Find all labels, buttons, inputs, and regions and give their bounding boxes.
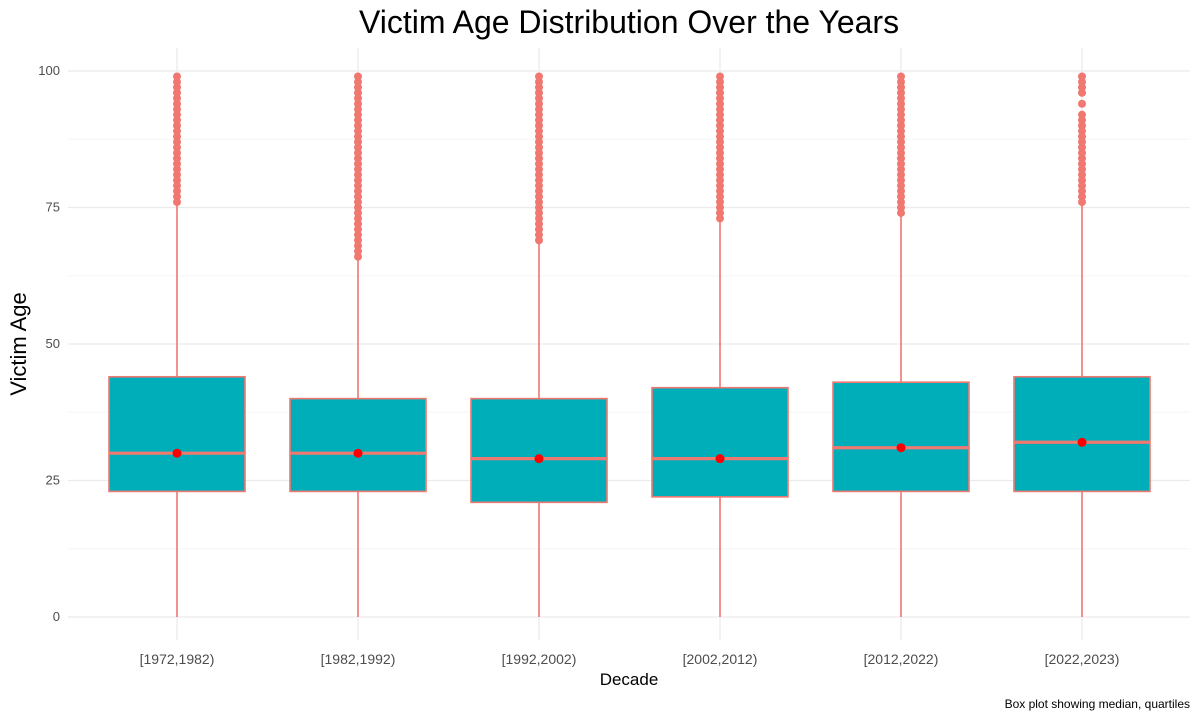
x-tick-label: [2002,2012)	[683, 651, 758, 667]
box-rect	[832, 381, 970, 493]
mean-point	[896, 443, 906, 453]
x-tick-label: [2022,2023)	[1045, 651, 1120, 667]
x-tick-label: [1992,2002)	[502, 651, 577, 667]
box-group	[289, 72, 427, 617]
outlier-point	[173, 72, 181, 81]
outlier-point	[897, 72, 905, 81]
y-tick-label: 25	[46, 473, 60, 488]
mean-point	[715, 454, 725, 464]
outlier-point	[1078, 99, 1086, 108]
box-rect	[470, 397, 608, 504]
grid-lines	[68, 48, 1190, 640]
y-axis-title: Victim Age	[6, 292, 31, 396]
outlier-point	[1078, 110, 1086, 119]
mean-point	[172, 448, 182, 458]
x-tick-label: [1982,1992)	[321, 651, 396, 667]
box-group	[832, 72, 970, 617]
x-axis: [1972,1982) [1982,1992) [1992,2002) [2002,2…	[140, 651, 1120, 667]
box-group	[470, 72, 608, 617]
box-rect	[651, 386, 789, 498]
box-series	[108, 72, 1151, 617]
y-tick-label: 50	[46, 336, 60, 351]
y-axis: 0 25 50 75 100	[38, 63, 60, 624]
box-rect	[1013, 375, 1151, 493]
y-tick-label: 75	[46, 200, 60, 215]
outlier-point	[535, 72, 543, 81]
y-tick-label: 100	[38, 63, 60, 78]
mean-point	[1077, 437, 1087, 447]
chart-title: Victim Age Distribution Over the Years	[359, 4, 899, 40]
box-rect	[289, 397, 427, 493]
outlier-point	[1078, 72, 1086, 81]
mean-point	[353, 448, 363, 458]
x-tick-label: [1972,1982)	[140, 651, 215, 667]
box-group	[651, 72, 789, 617]
outlier-point	[354, 72, 362, 81]
box-group	[1013, 72, 1151, 617]
x-axis-title: Decade	[600, 670, 659, 689]
box-group	[108, 72, 246, 617]
x-tick-label: [2012,2022)	[864, 651, 939, 667]
box-rect	[108, 375, 246, 493]
outlier-point	[716, 72, 724, 81]
chart-caption: Box plot showing median, quartiles	[1005, 697, 1190, 711]
y-tick-label: 0	[53, 609, 60, 624]
mean-point	[534, 454, 544, 464]
